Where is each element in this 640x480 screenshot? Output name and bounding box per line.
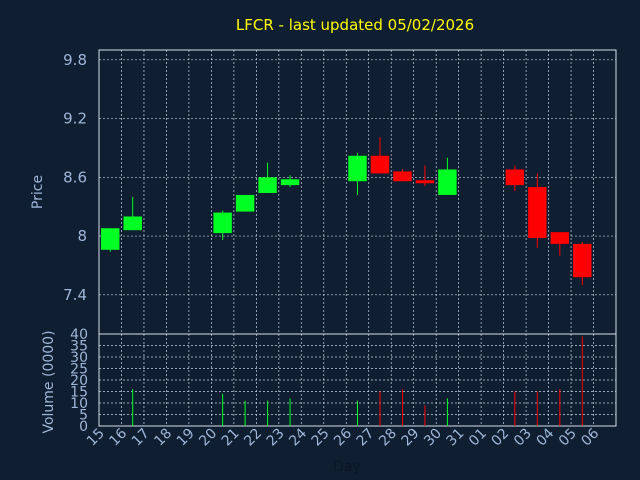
x-tick-label: 16 bbox=[106, 425, 130, 449]
volume-bars bbox=[132, 336, 583, 426]
x-tick-label: 19 bbox=[174, 426, 198, 450]
volume-tick-label: 0 bbox=[79, 419, 88, 435]
volume-tick-label: 40 bbox=[70, 327, 88, 343]
candle-body bbox=[213, 212, 232, 234]
x-tick-label: 23 bbox=[264, 426, 288, 450]
price-tick-label: 9.8 bbox=[63, 51, 87, 69]
candle-body bbox=[528, 187, 547, 239]
x-tick-labels: 1516171819202122232425262728293031010203… bbox=[84, 425, 602, 449]
x-tick-label: 21 bbox=[219, 426, 243, 450]
price-tick-label: 9.2 bbox=[63, 110, 87, 128]
volume-axis-title: Volume (0000) bbox=[41, 330, 57, 433]
candle-body bbox=[438, 169, 457, 195]
x-tick-label: 05 bbox=[556, 426, 580, 450]
volume-tick-label: 30 bbox=[70, 350, 88, 366]
x-tick-label: 24 bbox=[286, 425, 310, 449]
volume-tick-label: 5 bbox=[79, 408, 88, 424]
x-tick-label: 17 bbox=[129, 426, 153, 450]
x-axis-title: Day bbox=[333, 459, 361, 475]
x-tick-label: 01 bbox=[466, 426, 490, 450]
candle-body bbox=[348, 155, 367, 182]
x-tick-label: 25 bbox=[309, 426, 333, 450]
candle-body bbox=[573, 243, 592, 278]
price-axis-title: Price bbox=[30, 175, 46, 209]
candle-body bbox=[370, 155, 390, 174]
volume-tick-label: 10 bbox=[70, 396, 88, 412]
candle-body bbox=[235, 194, 255, 212]
volume-tick-label: 20 bbox=[70, 373, 88, 389]
price-panel: 7.4 8 8.6 9.2 9.8 bbox=[63, 49, 617, 335]
price-grid bbox=[98, 50, 617, 334]
price-tick-label: 8.6 bbox=[63, 168, 87, 186]
candles bbox=[101, 137, 592, 286]
candle-body bbox=[123, 216, 142, 231]
x-tick-label: 04 bbox=[533, 425, 557, 449]
candle-body bbox=[415, 180, 435, 184]
x-tick-label: 28 bbox=[376, 426, 400, 450]
price-tick-label: 7.4 bbox=[63, 286, 87, 304]
x-tick-label: 31 bbox=[444, 426, 468, 450]
volume-tick-label: 15 bbox=[70, 385, 88, 401]
candle-body bbox=[393, 171, 412, 182]
price-tick-label: 8 bbox=[77, 227, 87, 245]
candle-body bbox=[280, 179, 300, 186]
x-tick-label: 29 bbox=[399, 426, 423, 450]
volume-tick-label: 35 bbox=[70, 339, 88, 355]
candle-body bbox=[258, 177, 277, 193]
candle-body bbox=[101, 228, 120, 250]
candle-body bbox=[505, 169, 525, 186]
x-tick-label: 03 bbox=[511, 426, 535, 450]
x-tick-label: 06 bbox=[578, 425, 602, 449]
chart-title: LFCR - last updated 05/02/2026 bbox=[236, 16, 474, 34]
candle-body bbox=[550, 232, 570, 244]
x-tick-label: 27 bbox=[354, 426, 378, 450]
x-tick-label: 20 bbox=[196, 426, 220, 450]
volume-tick-label: 25 bbox=[70, 362, 88, 378]
x-tick-label: 26 bbox=[331, 425, 355, 449]
price-tick-labels: 7.4 8 8.6 9.2 9.8 bbox=[63, 51, 87, 304]
x-tick-label: 30 bbox=[421, 426, 445, 450]
x-tick-label: 02 bbox=[489, 426, 513, 450]
x-tick-label: 22 bbox=[241, 426, 265, 450]
x-tick-label: 18 bbox=[151, 426, 175, 450]
